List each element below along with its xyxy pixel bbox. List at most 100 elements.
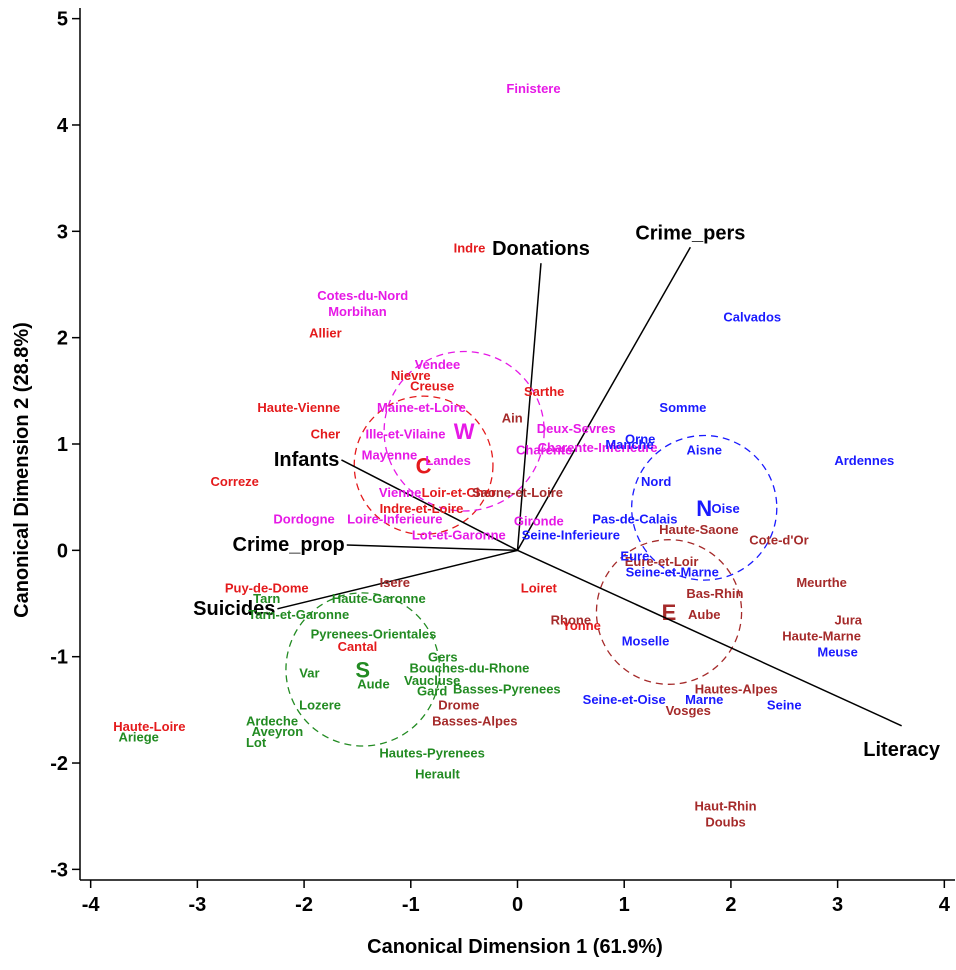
point-label: Finistere — [506, 81, 560, 96]
y-tick-label: 3 — [57, 221, 68, 243]
point-label: Gironde — [514, 514, 564, 529]
point-label: Moselle — [622, 634, 670, 649]
point-label: Orne — [625, 432, 655, 447]
point-label: Loiret — [521, 581, 558, 596]
point-label: Pyrenees-Orientales — [311, 626, 437, 641]
point-label: Tarn-et-Garonne — [248, 607, 349, 622]
point-label: Tarn — [253, 591, 280, 606]
point-label: Drome — [438, 698, 479, 713]
x-tick-label: 3 — [832, 894, 843, 916]
point-label: Saone-et-Loire — [472, 485, 563, 500]
point-label: Seine-Inferieure — [522, 527, 620, 542]
point-label: Ariege — [118, 729, 158, 744]
vector-label-literacy: Literacy — [863, 739, 941, 761]
y-tick-label: -1 — [50, 647, 68, 669]
x-tick-label: -4 — [82, 894, 101, 916]
group-label-S: S — [355, 657, 370, 682]
point-label: Bas-Rhin — [686, 586, 743, 601]
point-label: Cantal — [338, 639, 378, 654]
point-label: Jura — [835, 612, 863, 627]
point-label: Indre-et-Loire — [380, 501, 464, 516]
point-label: Aisne — [687, 442, 722, 457]
point-label: Herault — [415, 767, 460, 782]
y-axis: -3 -2 -1 0 1 2 3 4 5 — [50, 9, 80, 881]
vector-line-crime_prop — [346, 544, 518, 552]
point-label: Seine-et-Marne — [626, 565, 719, 580]
vector-line-infants — [341, 459, 518, 552]
x-axis-title: Canonical Dimension 1 (61.9%) — [367, 936, 663, 958]
group-ellipse-N — [631, 434, 778, 581]
point-label: Loire-Inferieure — [347, 511, 442, 526]
vector-line-suicides — [277, 549, 518, 610]
point-label: Meurthe — [796, 575, 847, 590]
point-label: Allier — [309, 325, 342, 340]
point-label: Cotes-du-Nord — [317, 288, 408, 303]
point-label: Haute-Garonne — [332, 591, 426, 606]
group-label-C: C — [416, 453, 432, 478]
y-tick-label: -2 — [50, 753, 68, 775]
x-tick-label: -1 — [402, 894, 420, 916]
y-tick-label: 0 — [57, 540, 68, 562]
point-label: Indre — [454, 240, 486, 255]
point-label: Seine — [767, 698, 802, 713]
point-label: Yonne — [562, 618, 601, 633]
x-tick-label: -3 — [188, 894, 206, 916]
point-label: Deux-Sevres — [537, 421, 616, 436]
point-label: Maine-et-Loire — [377, 400, 466, 415]
group-ellipse-W — [383, 350, 545, 512]
point-label: Cher — [311, 426, 341, 441]
group-ellipse-S — [285, 592, 441, 747]
point-label: Aveyron — [252, 724, 304, 739]
point-label: Loir-et-Cher — [422, 485, 496, 500]
point-label: Cote-d'Or — [749, 533, 808, 548]
point-label: Gers — [428, 650, 458, 665]
y-axis-title: Canonical Dimension 2 (28.8%) — [11, 322, 33, 618]
group-ellipse-C — [353, 395, 494, 536]
point-label: Nord — [641, 474, 671, 489]
point-label: Manche — [605, 437, 653, 452]
point-label: Vosges — [666, 703, 711, 718]
point-label: Somme — [659, 400, 706, 415]
vector-label-crime_prop: Crime_prop — [233, 534, 345, 556]
point-label: Aude — [357, 676, 390, 691]
point-label: Charente — [516, 442, 572, 457]
point-label: Aube — [688, 607, 721, 622]
point-label: Calvados — [723, 309, 781, 324]
point-label: Haute-Marne — [782, 628, 861, 643]
point-label: Haute-Vienne — [257, 400, 340, 415]
point-label: Ardeche — [246, 713, 298, 728]
point-label: Gard — [417, 684, 447, 699]
point-label: Isere — [380, 575, 410, 590]
point-label: Seine-et-Oise — [583, 692, 666, 707]
y-tick-label: 4 — [57, 115, 69, 137]
point-label: Ain — [502, 410, 523, 425]
point-label: Pas-de-Calais — [592, 511, 677, 526]
vector-line-literacy — [517, 549, 902, 727]
point-label: Landes — [425, 453, 471, 468]
group-label-N: N — [696, 496, 712, 521]
point-label: Rhone — [551, 612, 591, 627]
point-label: Eure-et-Loir — [625, 554, 699, 569]
x-tick-label: 0 — [512, 894, 523, 916]
point-label: Lot — [246, 735, 267, 750]
point-label: Hautes-Alpes — [695, 682, 778, 697]
group-label-W: W — [454, 419, 475, 444]
point-label: Basses-Alpes — [432, 713, 517, 728]
point-label: Marne — [685, 692, 723, 707]
y-tick-label: 2 — [57, 328, 68, 350]
point-label: Ardennes — [834, 453, 894, 468]
vector-label-crime_pers: Crime_pers — [635, 222, 745, 244]
point-label: Vienne — [379, 485, 421, 500]
point-label: Basses-Pyrenees — [453, 682, 561, 697]
point-label: Hautes-Pyrenees — [379, 745, 485, 760]
point-label: Var — [299, 666, 319, 681]
point-label: Sarthe — [524, 384, 564, 399]
x-tick-label: 1 — [619, 894, 630, 916]
point-label: Charente-Inferieure — [538, 440, 658, 455]
x-tick-label: 4 — [939, 894, 951, 916]
vector-line-donations — [516, 263, 542, 551]
point-label: Lot-et-Garonne — [412, 527, 506, 542]
y-tick-label: -3 — [50, 859, 68, 881]
vector-label-donations: Donations — [492, 238, 590, 260]
y-tick-label: 1 — [57, 434, 68, 456]
